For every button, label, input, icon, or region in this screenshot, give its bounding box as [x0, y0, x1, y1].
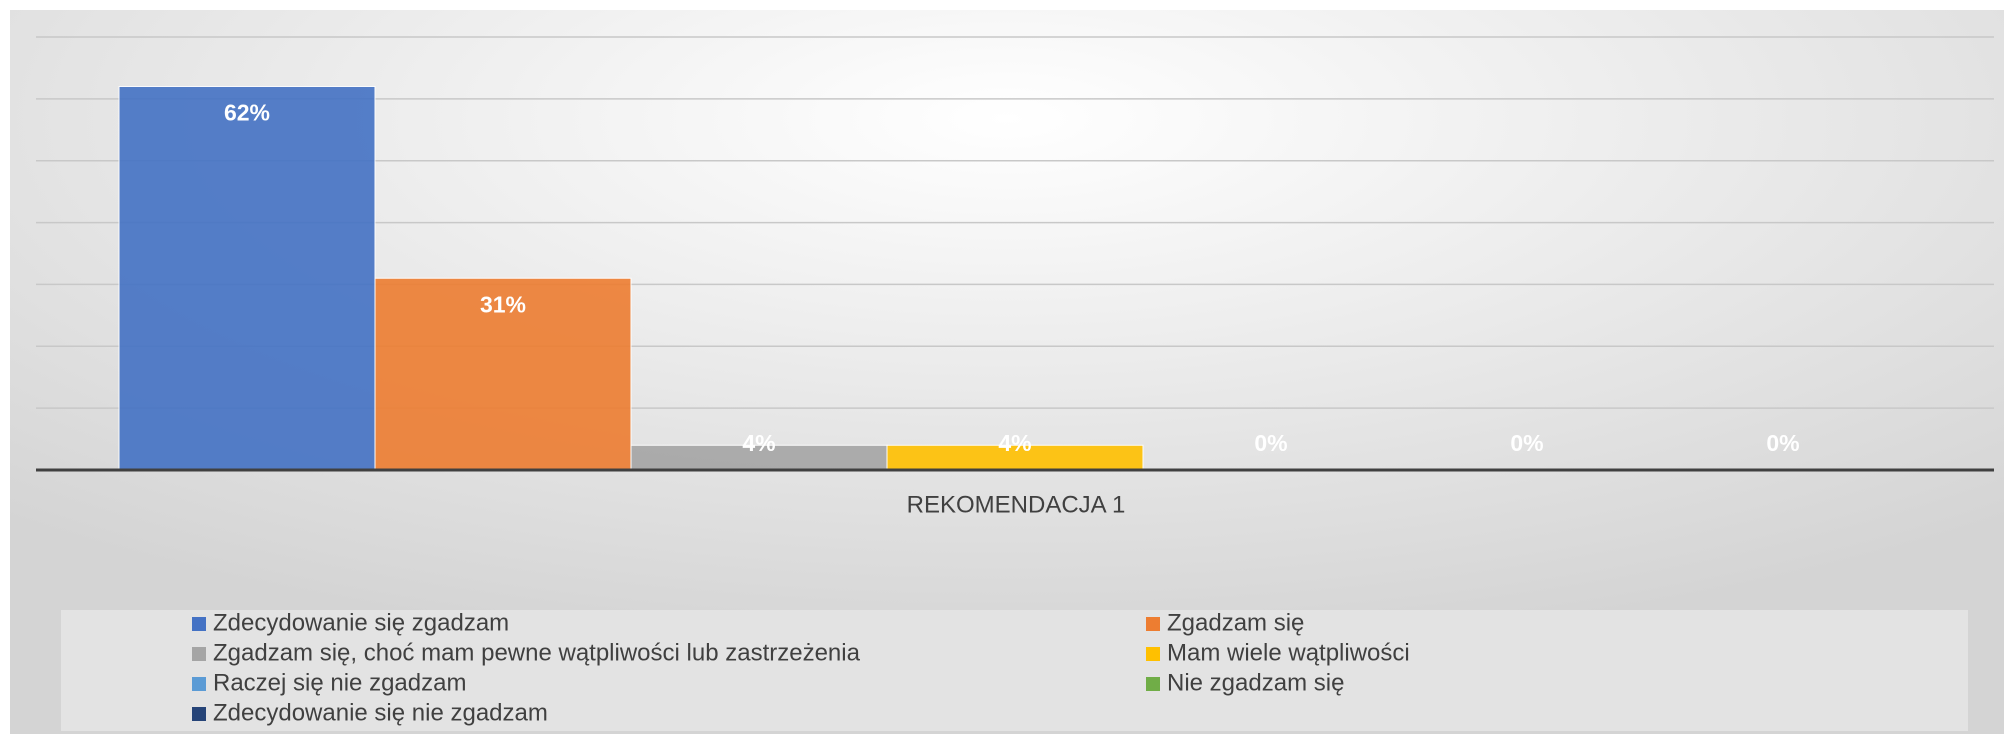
legend-label: Zgadzam się, choć mam pewne wątpliwości …	[213, 639, 861, 666]
data-label: 62%	[224, 100, 270, 126]
legend-marker	[192, 647, 206, 661]
legend-marker	[1146, 677, 1160, 691]
data-label: 4%	[742, 430, 775, 456]
legend-marker	[192, 677, 206, 691]
bar	[374, 277, 632, 471]
legend-label: Nie zgadzam się	[1167, 669, 1344, 696]
bar	[118, 85, 376, 471]
legend-label: Zdecydowanie się nie zgadzam	[213, 699, 548, 726]
legend-marker	[192, 617, 206, 631]
data-label: 4%	[998, 430, 1031, 456]
data-label: 0%	[1766, 430, 1799, 456]
legend-label: Raczej się nie zgadzam	[213, 669, 466, 696]
legend-label: Zdecydowanie się zgadzam	[213, 609, 509, 636]
bar	[886, 444, 1144, 471]
x-tick-label: REKOMENDACJA 1	[907, 491, 1126, 518]
data-label: 0%	[1254, 430, 1287, 456]
data-label: 31%	[480, 291, 526, 317]
legend-marker	[1146, 617, 1160, 631]
legend-label: Mam wiele wątpliwości	[1167, 639, 1410, 666]
legend-box	[61, 610, 1968, 731]
data-label: 0%	[1510, 430, 1543, 456]
legend-marker	[192, 707, 206, 721]
legend-marker	[1146, 647, 1160, 661]
legend-label: Zgadzam się	[1167, 609, 1304, 636]
